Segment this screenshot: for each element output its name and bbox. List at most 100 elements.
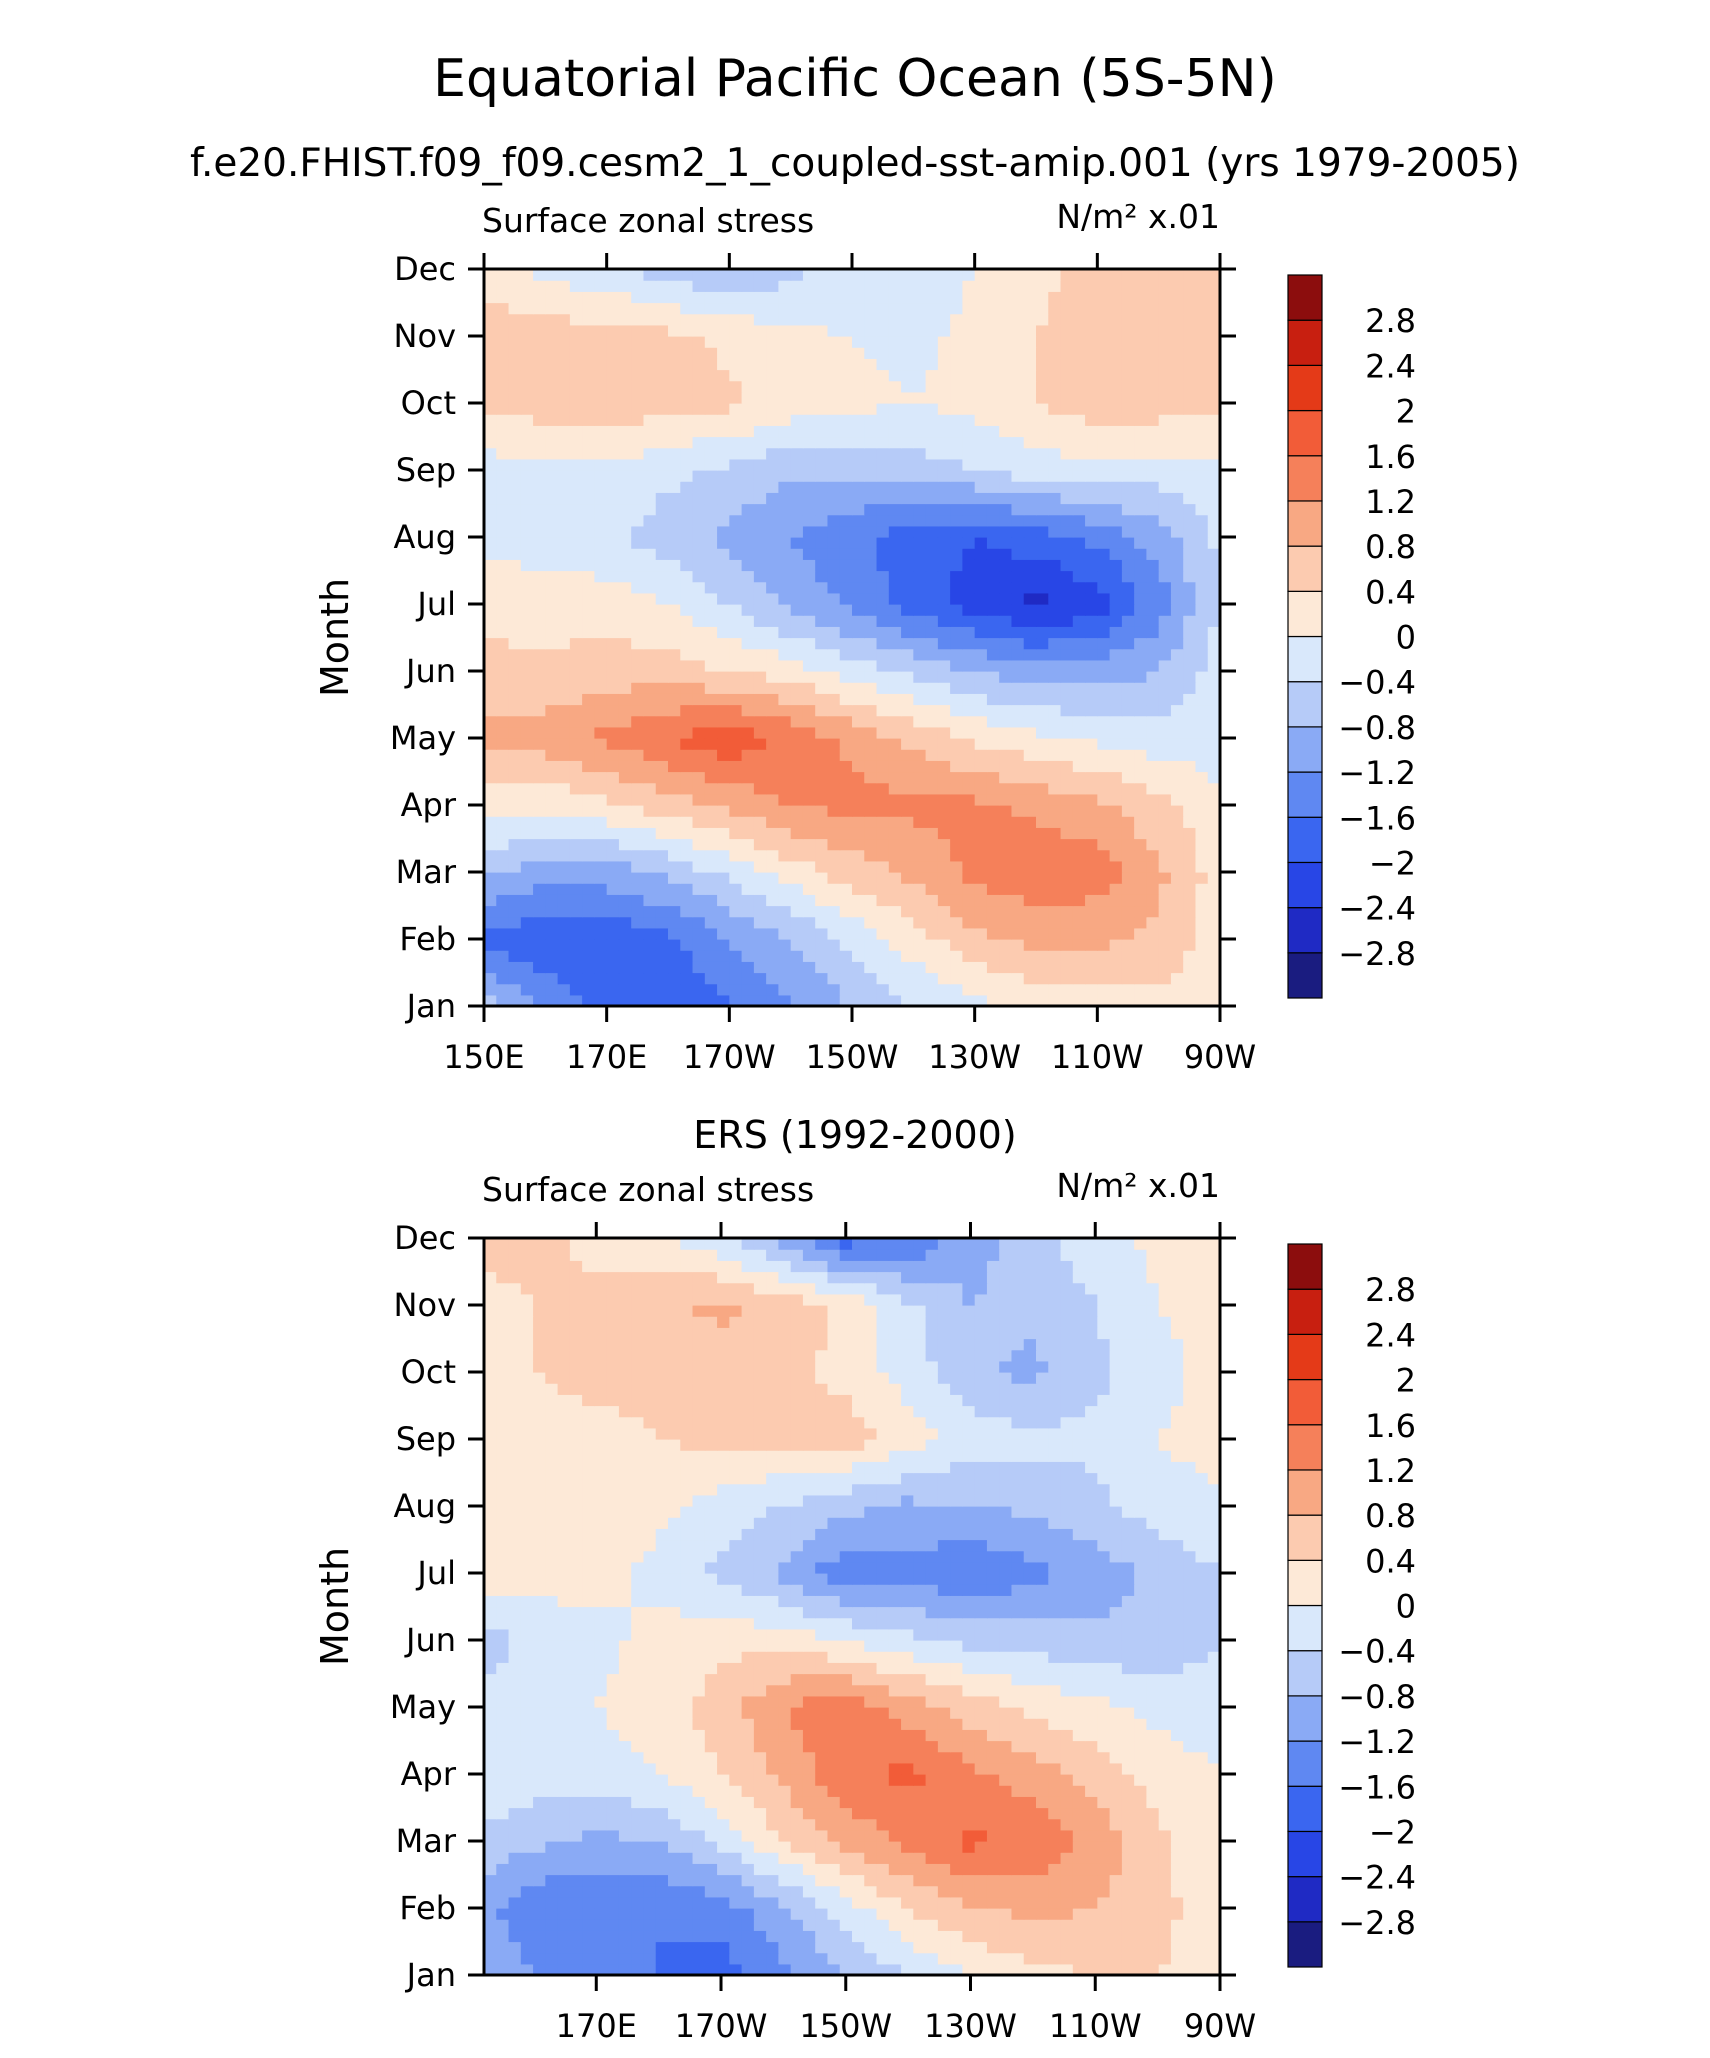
field-cell — [1036, 358, 1049, 371]
field-cell — [557, 771, 571, 784]
field-cell — [1048, 972, 1062, 985]
field-cell — [766, 1852, 779, 1864]
field-cell — [913, 380, 927, 393]
field-cell — [986, 570, 1000, 583]
field-cell — [1183, 514, 1197, 527]
field-cell — [704, 749, 718, 761]
field-cell — [1060, 648, 1074, 661]
field-cell — [790, 983, 804, 996]
field-cell — [999, 1963, 1013, 1976]
field-cell — [1085, 1818, 1098, 1831]
field-cell — [704, 782, 718, 795]
field-cell — [680, 269, 694, 281]
field-cell — [680, 514, 694, 527]
field-cell — [594, 916, 608, 929]
field-cell — [950, 481, 963, 493]
field-cell — [1072, 324, 1086, 337]
field-cell — [913, 715, 927, 728]
field-cell — [913, 1919, 927, 1931]
field-cell — [729, 704, 743, 717]
field-cell — [655, 816, 669, 828]
field-cell — [925, 626, 939, 639]
field-cell — [1121, 626, 1135, 639]
field-cell — [999, 503, 1013, 516]
field-cell — [484, 470, 497, 482]
field-cell — [974, 1852, 988, 1864]
field-cell — [618, 1796, 632, 1809]
field-cell — [1048, 380, 1062, 393]
field-cell — [1023, 916, 1037, 929]
field-cell — [704, 771, 718, 784]
field-cell — [876, 470, 890, 482]
field-cell — [1146, 1852, 1160, 1864]
field-cell — [1023, 1841, 1037, 1853]
field-cell — [618, 425, 632, 438]
field-cell — [815, 659, 829, 672]
field-cell — [1048, 1863, 1062, 1876]
field-cell — [1195, 827, 1209, 840]
field-cell — [1158, 1941, 1172, 1954]
field-cell — [1158, 280, 1172, 292]
field-cell — [1036, 704, 1049, 717]
field-cell — [852, 1807, 865, 1820]
field-cell — [582, 905, 595, 918]
field-cell — [1023, 805, 1037, 817]
field-cell — [925, 1930, 939, 1943]
field-cell — [950, 291, 963, 304]
field-cell — [901, 313, 914, 326]
field-cell — [545, 793, 559, 806]
field-cell — [717, 793, 730, 806]
field-cell — [852, 827, 865, 840]
field-cell — [618, 872, 632, 884]
field-cell — [753, 1885, 767, 1898]
field-cell — [1158, 1896, 1172, 1909]
field-cell — [937, 324, 951, 337]
field-cell — [950, 659, 963, 672]
field-cell — [484, 905, 497, 918]
field-cell — [631, 682, 645, 694]
field-cell — [778, 436, 792, 449]
field-cell — [1121, 905, 1135, 918]
field-cell — [1023, 403, 1037, 415]
field-cell — [741, 280, 755, 292]
field-cell — [913, 525, 927, 538]
field-cell — [496, 872, 510, 884]
field-cell — [1158, 738, 1172, 750]
field-cell — [1109, 559, 1123, 572]
field-cell — [827, 693, 841, 706]
field-cell — [1183, 1930, 1197, 1943]
field-cell — [852, 548, 865, 560]
field-cell — [496, 458, 510, 471]
field-cell — [643, 481, 657, 493]
field-cell — [1060, 313, 1074, 326]
field-cell — [888, 983, 902, 996]
field-cell — [913, 425, 927, 438]
field-cell — [643, 849, 657, 862]
field-cell — [753, 358, 767, 371]
field-cell — [802, 849, 816, 862]
field-cell — [1207, 559, 1221, 572]
field-cell — [1023, 604, 1037, 616]
field-cell — [937, 1930, 951, 1943]
field-cell — [1146, 738, 1160, 750]
field-cell — [839, 436, 853, 449]
field-cell — [864, 313, 878, 326]
field-cell — [1158, 860, 1172, 873]
field-cell — [1048, 805, 1062, 817]
field-cell — [753, 336, 767, 348]
field-cell — [1183, 447, 1197, 460]
field-cell — [1195, 648, 1209, 661]
field-cell — [1158, 604, 1172, 616]
field-cell — [1036, 269, 1049, 281]
field-cell — [852, 950, 865, 962]
field-cell — [557, 436, 571, 449]
field-cell — [1207, 1818, 1221, 1831]
field-cell — [937, 414, 951, 426]
field-cell — [852, 738, 865, 750]
field-cell — [1170, 894, 1184, 907]
field-cell — [631, 514, 645, 527]
field-cell — [520, 436, 534, 449]
field-cell — [888, 1952, 902, 1965]
field-cell — [1109, 894, 1123, 907]
field-cell — [729, 872, 743, 884]
